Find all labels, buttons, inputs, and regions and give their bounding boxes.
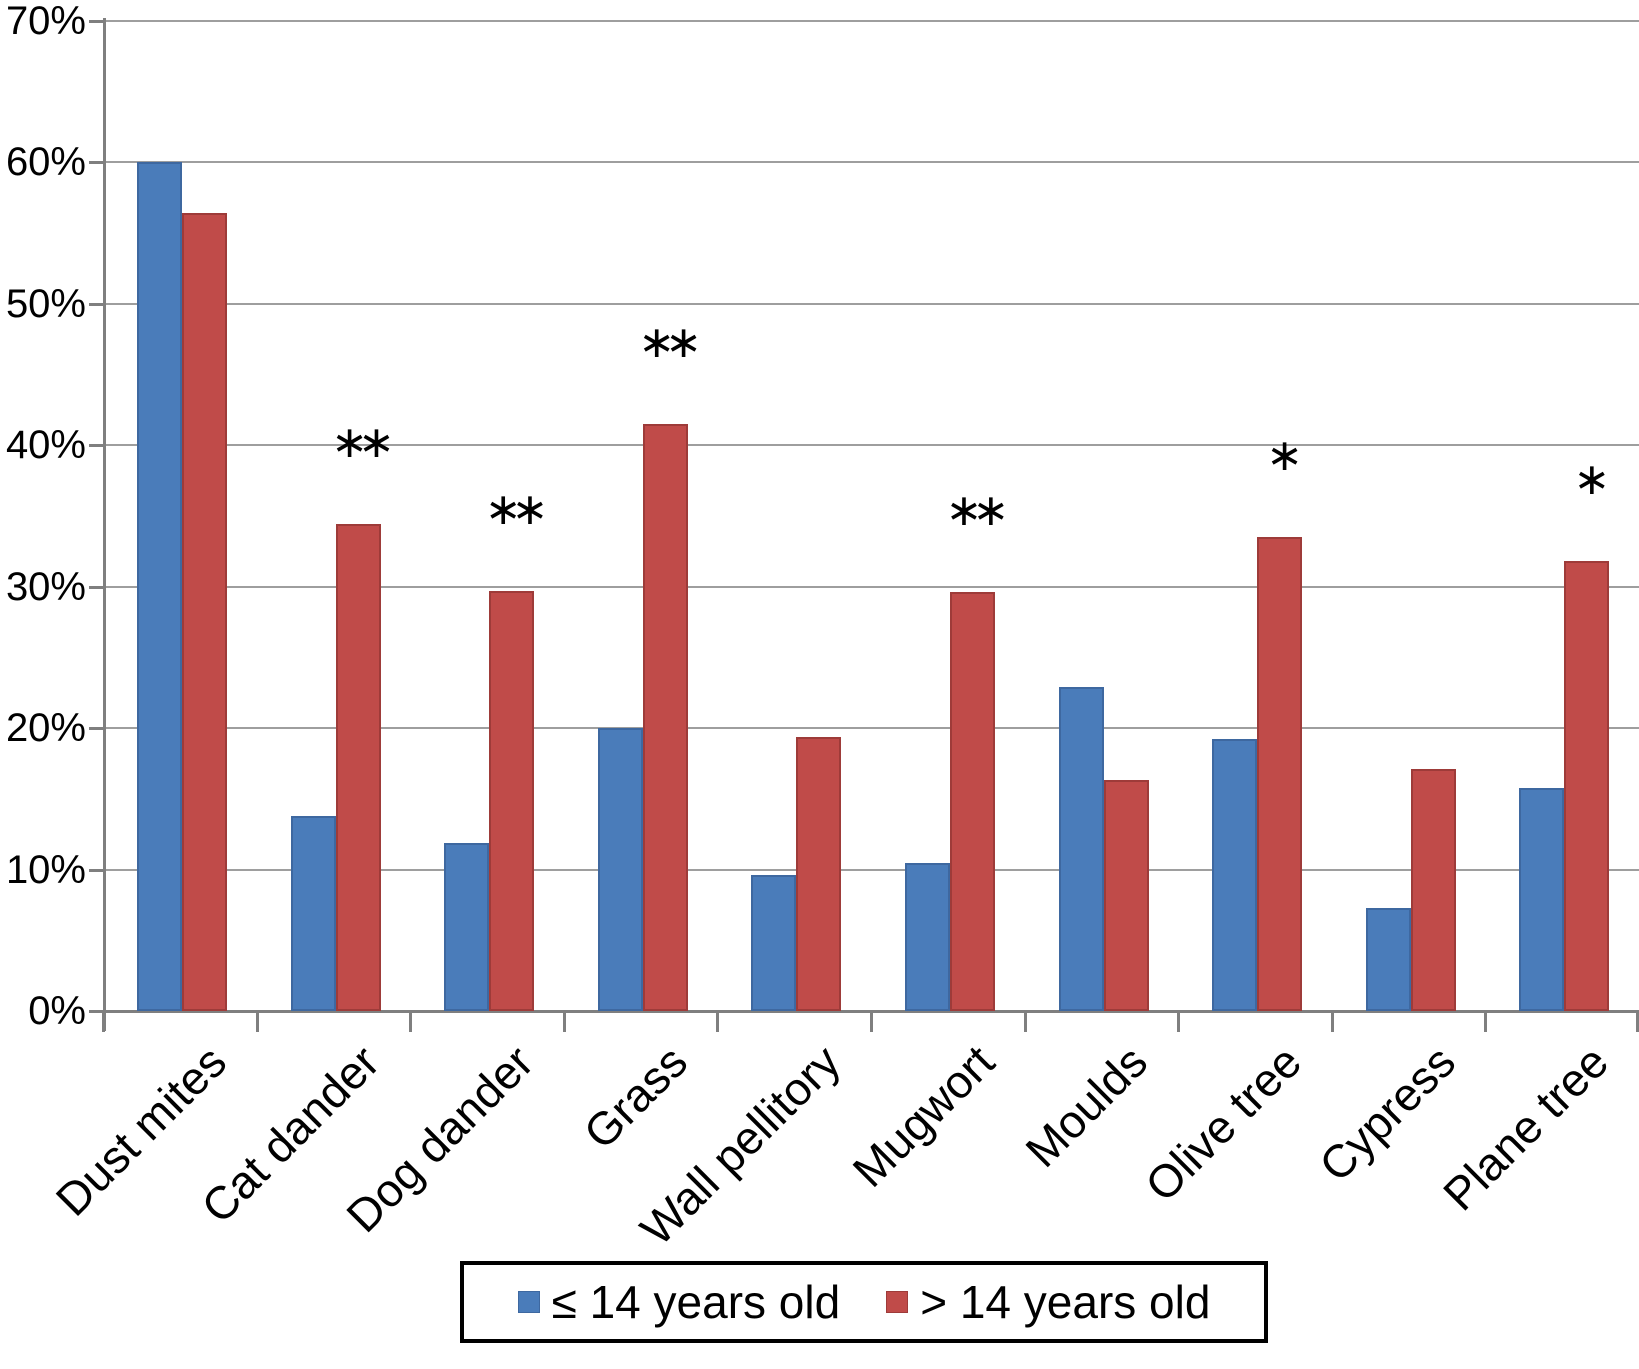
gridline bbox=[106, 444, 1639, 447]
bar-under14-olive-tree bbox=[1212, 739, 1258, 1011]
bar-over14-moulds bbox=[1103, 780, 1149, 1011]
legend-item-over14: > 14 years old bbox=[886, 1277, 1210, 1327]
bar-over14-cypress bbox=[1410, 769, 1456, 1011]
bar-under14-dog-dander bbox=[444, 842, 490, 1011]
gridline bbox=[106, 727, 1639, 730]
x-axis-tick bbox=[562, 1012, 566, 1032]
bar-under14-cat-dander bbox=[290, 815, 336, 1011]
gridline bbox=[106, 585, 1639, 588]
y-axis-tick bbox=[89, 302, 103, 306]
x-axis-line bbox=[103, 1010, 1639, 1013]
x-axis-tick bbox=[1177, 1012, 1181, 1032]
y-axis-tick bbox=[89, 868, 103, 872]
y-axis-tick-label: 60% bbox=[5, 140, 86, 185]
significance-marker-dog-dander: ∗∗ bbox=[484, 483, 549, 535]
bar-over14-dog-dander bbox=[489, 590, 535, 1011]
gridline bbox=[106, 161, 1639, 164]
bar-over14-dust-mites bbox=[182, 213, 227, 1011]
bar-over14-mugwort bbox=[950, 592, 995, 1011]
gridline bbox=[106, 868, 1639, 871]
significance-marker-olive-tree: ∗ bbox=[1266, 430, 1303, 482]
y-axis-tick-label: 40% bbox=[5, 423, 86, 468]
y-axis-tick-label: 10% bbox=[5, 847, 86, 892]
y-axis-tick bbox=[89, 20, 103, 23]
x-axis-tick bbox=[716, 1012, 720, 1032]
bar-over14-plane-tree bbox=[1564, 561, 1610, 1011]
y-axis-tick bbox=[89, 1010, 103, 1013]
x-axis-tick bbox=[255, 1012, 259, 1032]
bar-under14-dust-mites bbox=[137, 162, 182, 1011]
bar-under14-cypress bbox=[1365, 907, 1411, 1011]
significance-marker-cat-dander: ∗∗ bbox=[331, 417, 395, 469]
x-axis-label-plane-tree: Plane tree bbox=[1433, 1035, 1619, 1221]
significance-marker-plane-tree: ∗ bbox=[1573, 454, 1610, 506]
x-axis-tick bbox=[409, 1012, 413, 1032]
legend-label-under14: ≤ 14 years old bbox=[551, 1276, 841, 1328]
significance-marker-grass: ∗∗ bbox=[638, 317, 702, 369]
bar-over14-cat-dander bbox=[335, 524, 381, 1011]
bar-under14-wall-pellitory bbox=[751, 875, 797, 1011]
legend-label-over14: > 14 years old bbox=[920, 1276, 1211, 1328]
bar-under14-plane-tree bbox=[1519, 787, 1565, 1011]
y-axis-tick-label: 30% bbox=[5, 564, 86, 609]
x-axis-tick bbox=[1636, 1012, 1639, 1032]
y-axis-tick bbox=[89, 444, 103, 448]
legend: ≤ 14 years old > 14 years old bbox=[460, 1261, 1268, 1343]
bar-over14-wall-pellitory bbox=[796, 736, 842, 1011]
y-axis-tick bbox=[89, 585, 103, 589]
x-axis-tick bbox=[870, 1012, 873, 1032]
gridline bbox=[106, 20, 1639, 22]
legend-swatch-over14-icon bbox=[886, 1291, 909, 1313]
bar-over14-grass bbox=[642, 424, 688, 1011]
bar-under14-mugwort bbox=[905, 862, 950, 1011]
y-axis-tick-label: 20% bbox=[5, 706, 86, 751]
gridline bbox=[106, 302, 1639, 305]
legend-item-under14: ≤ 14 years old bbox=[517, 1276, 841, 1328]
y-axis-line bbox=[103, 18, 106, 1031]
x-axis-tick bbox=[1484, 1012, 1488, 1032]
significance-marker-mugwort: ∗∗ bbox=[945, 485, 1010, 537]
y-axis-tick bbox=[89, 161, 103, 165]
x-axis-tick bbox=[102, 1012, 105, 1032]
bar-over14-olive-tree bbox=[1257, 537, 1303, 1011]
y-axis-tick bbox=[89, 727, 103, 731]
y-axis-tick-label: 70% bbox=[5, 0, 86, 43]
legend-swatch-under14-icon bbox=[517, 1291, 540, 1313]
y-axis-tick-label: 0% bbox=[28, 989, 86, 1033]
y-axis-tick-label: 50% bbox=[5, 281, 86, 326]
x-axis-tick bbox=[1330, 1012, 1334, 1032]
x-axis-tick bbox=[1023, 1012, 1027, 1032]
bar-under14-grass bbox=[597, 728, 643, 1011]
bar-under14-moulds bbox=[1058, 687, 1104, 1011]
